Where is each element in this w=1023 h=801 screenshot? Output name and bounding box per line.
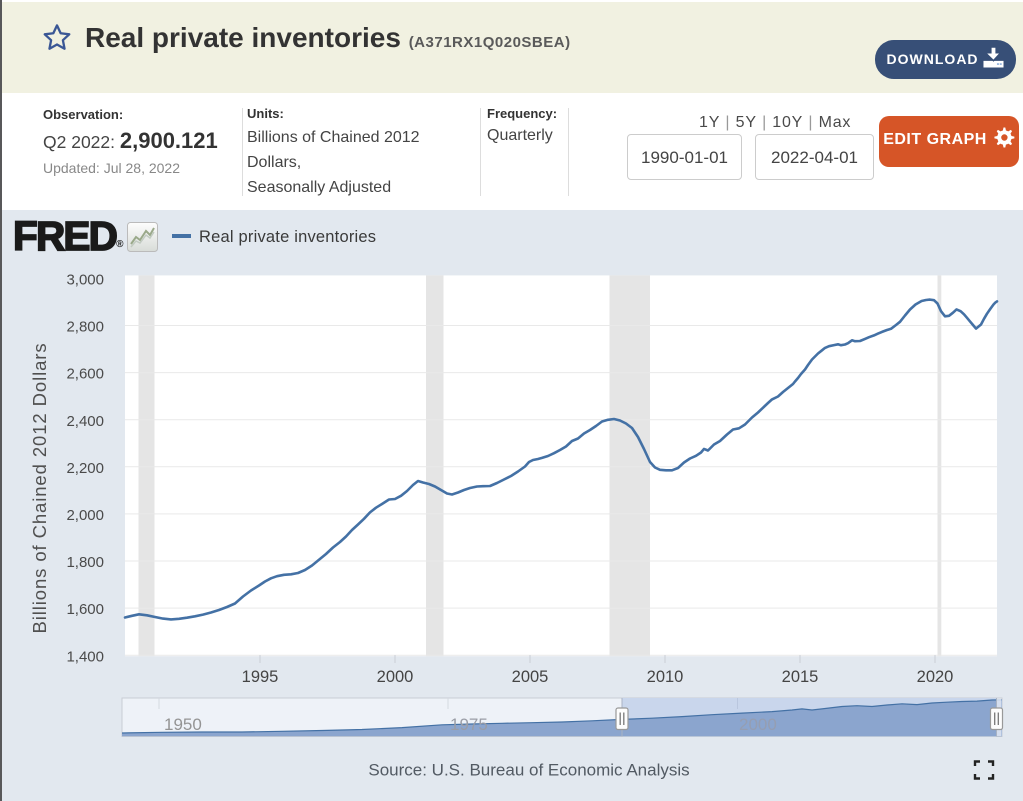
svg-text:2000: 2000 (377, 668, 414, 686)
svg-text:1995: 1995 (242, 668, 279, 686)
svg-text:2,200: 2,200 (66, 460, 104, 477)
svg-text:2,000: 2,000 (66, 507, 104, 524)
svg-text:1975: 1975 (450, 715, 488, 734)
svg-text:2,600: 2,600 (66, 366, 104, 383)
svg-text:2,800: 2,800 (66, 319, 104, 336)
svg-text:1950: 1950 (164, 715, 202, 734)
svg-text:1,600: 1,600 (66, 601, 104, 618)
svg-text:3,000: 3,000 (66, 272, 104, 289)
svg-text:1,800: 1,800 (66, 554, 104, 571)
svg-text:1,400: 1,400 (66, 648, 104, 665)
svg-text:2005: 2005 (512, 668, 549, 686)
svg-text:2020: 2020 (917, 668, 954, 686)
svg-text:2010: 2010 (647, 668, 684, 686)
svg-text:Source: U.S. Bureau of Economi: Source: U.S. Bureau of Economic Analysis (368, 761, 689, 780)
svg-text:2015: 2015 (782, 668, 819, 686)
svg-text:2000: 2000 (739, 715, 777, 734)
svg-text:2,400: 2,400 (66, 413, 104, 430)
svg-text:Billions of Chained 2012 Dolla: Billions of Chained 2012 Dollars (29, 342, 50, 633)
